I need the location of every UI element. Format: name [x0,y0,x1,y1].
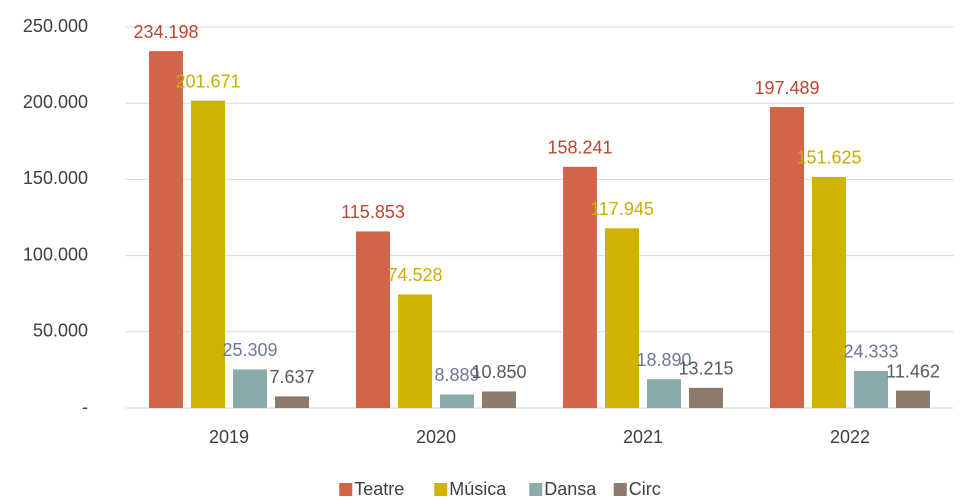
value-label: 201.671 [175,71,240,91]
value-label: 18.890 [636,350,691,370]
bar [605,228,639,408]
value-label: 24.333 [843,342,898,362]
value-label: 7.637 [269,367,314,387]
y-tick-label: 150.000 [23,168,88,188]
value-label: 197.489 [754,78,819,98]
y-tick-label: 100.000 [23,244,88,264]
y-tick-label: 250.000 [23,16,88,36]
value-label: 115.853 [341,202,405,222]
bar [149,51,183,409]
bar [812,176,846,408]
value-label: 25.309 [222,340,277,360]
bar [356,231,390,408]
value-label: 10.850 [471,362,526,382]
y-tick-label: 50.000 [33,321,88,341]
bar [563,166,597,408]
legend-swatch [434,483,448,496]
x-tick-label: 2019 [209,427,249,447]
y-tick-label: - [82,397,88,417]
value-label: 74.528 [387,265,442,285]
bar [770,107,804,408]
bar [689,387,723,408]
bar [191,100,225,409]
bar [647,379,681,408]
bar [233,369,267,408]
x-tick-label: 2021 [623,427,663,447]
bar [275,396,309,408]
value-label: 11.462 [886,361,940,381]
x-tick-label: 2022 [830,427,870,447]
legend-label: Circ [629,479,661,499]
x-tick-label: 2020 [416,427,456,447]
value-label: 151.625 [796,148,861,168]
legend-swatch [529,483,543,496]
legend-swatch [339,483,353,496]
legend-label: Dansa [544,479,597,499]
value-label: 8.889 [434,365,479,385]
bar [896,390,930,408]
value-label: 234.198 [133,22,198,42]
bar [440,394,474,408]
bar [854,370,888,408]
value-label: 158.241 [547,138,612,158]
legend-label: Música [449,479,507,499]
value-label: 117.945 [590,199,654,219]
legend-label: Teatre [354,479,404,499]
bar [482,391,516,408]
y-tick-label: 200.000 [23,92,88,112]
bar [398,294,432,408]
legend-swatch [613,483,627,496]
value-label: 13.215 [678,359,733,379]
